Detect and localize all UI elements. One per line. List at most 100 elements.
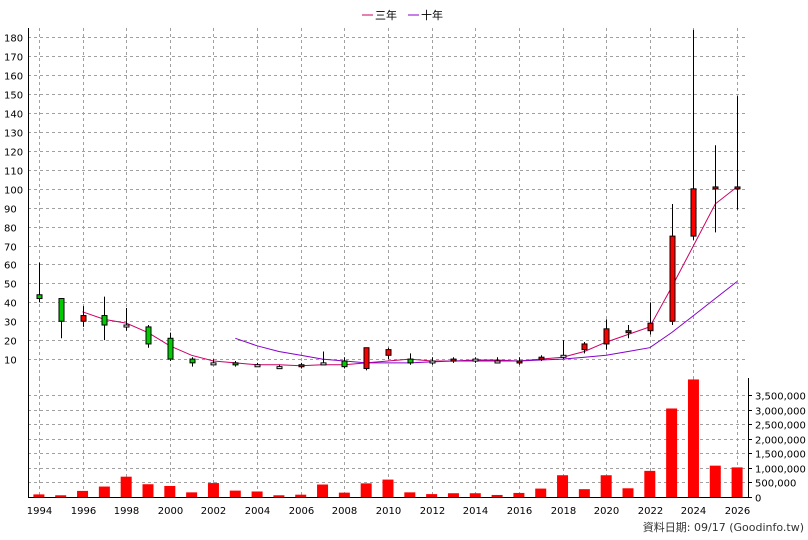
candle-body: [603, 328, 610, 345]
volume-tick-label: 3,000,000: [755, 407, 806, 418]
price-tick-label: 10: [4, 356, 17, 367]
volume-bar: [142, 484, 154, 497]
volume-bar: [251, 491, 263, 497]
candle-body: [538, 356, 545, 360]
volume-bar: [404, 492, 416, 497]
candle-body: [690, 188, 697, 237]
volume-bar: [535, 488, 547, 497]
x-tick-label: 2012: [420, 506, 445, 517]
candle-body: [385, 349, 392, 356]
volume-bar: [295, 494, 307, 497]
x-tick-label: 2022: [638, 506, 663, 517]
volume-bar: [426, 494, 438, 497]
price-tick-label: 170: [4, 53, 23, 64]
candle-body: [36, 294, 43, 300]
volume-tick-label: 3,500,000: [755, 392, 806, 403]
x-tick-label: 2018: [551, 506, 576, 517]
candle-body: [363, 347, 370, 370]
volume-bar: [229, 490, 241, 497]
x-tick-label: 2014: [463, 506, 488, 517]
volume-bar: [382, 479, 394, 497]
price-tick-label: 80: [4, 224, 17, 235]
candle-body: [429, 360, 436, 364]
volume-tick-label: 1,500,000: [755, 450, 806, 461]
price-tick-label: 100: [4, 186, 23, 197]
price-tick-label: 40: [4, 299, 17, 310]
legend-label-10yr: 十年: [421, 8, 443, 22]
volume-bar: [491, 494, 503, 497]
volume-bar: [600, 475, 612, 497]
volume-bar: [207, 483, 219, 497]
candle-body: [407, 358, 414, 364]
candle-body: [669, 235, 676, 322]
volume-bar: [622, 488, 634, 497]
candle-body: [320, 362, 327, 366]
price-tick-label: 120: [4, 148, 23, 159]
volume-bar: [33, 494, 45, 497]
candlesticks: [36, 29, 741, 371]
price-tick-label: 140: [4, 110, 23, 121]
x-axis: 1994 1996 1998 2000 2002 2004 2006 2008 2010 2012…: [27, 506, 750, 517]
x-tick-label: 2024: [681, 506, 706, 517]
price-tick-label: 130: [4, 129, 23, 140]
candle-body: [276, 366, 283, 370]
volume-bar: [447, 493, 459, 497]
price-tick-label: 70: [4, 243, 17, 254]
x-tick-label: 2008: [332, 506, 357, 517]
chart-frame: [28, 28, 749, 498]
candle-body: [494, 360, 501, 364]
candle-body: [472, 358, 479, 362]
volume-bar: [644, 470, 656, 497]
legend-label-3yr: 三年: [375, 8, 397, 22]
price-tick-label: 50: [4, 280, 17, 291]
price-y-axis: 10 20 30 40 50 60 70 80 90 100 110 120 130 140 150 160 1…: [4, 34, 23, 367]
price-tick-label: 20: [4, 337, 17, 348]
candle-body: [647, 322, 654, 332]
volume-bar: [709, 465, 721, 497]
volume-bar: [338, 492, 350, 497]
candle-body: [189, 358, 196, 364]
volume-tick-label: 1,000,000: [755, 465, 806, 476]
candle-body: [450, 358, 457, 362]
candle-body: [712, 186, 719, 190]
price-tick-label: 160: [4, 72, 23, 83]
candle-body: [58, 298, 65, 322]
candle-body: [145, 326, 152, 345]
volume-bar: [186, 492, 198, 497]
volume-bar: [77, 490, 89, 497]
candle-body: [581, 343, 588, 351]
x-tick-label: 2004: [245, 506, 270, 517]
x-tick-label: 2006: [289, 506, 314, 517]
x-tick-label: 2002: [201, 506, 226, 517]
volume-tick-label: 2,000,000: [755, 436, 806, 447]
volume-bar: [731, 467, 743, 497]
x-tick-label: 2016: [507, 506, 532, 517]
volume-bar: [513, 492, 525, 497]
volume-bar: [469, 493, 481, 497]
volume-bar: [98, 486, 110, 497]
price-tick-label: 90: [4, 205, 17, 216]
candle-body: [341, 360, 348, 368]
volume-bars: [33, 379, 743, 497]
candle-body: [232, 362, 239, 366]
volume-bar: [557, 475, 569, 497]
volume-tick-label: 2,500,000: [755, 421, 806, 432]
x-tick-label: 1996: [71, 506, 96, 517]
volume-bar: [666, 408, 678, 497]
x-tick-label: 2010: [376, 506, 401, 517]
candle-body: [123, 324, 130, 328]
volume-bar: [273, 495, 285, 497]
candle-body: [734, 186, 741, 190]
x-tick-label: 2026: [725, 506, 750, 517]
volume-bar: [120, 476, 132, 497]
x-tick-label: 2000: [158, 506, 183, 517]
x-tick-label: 1994: [27, 506, 52, 517]
ma-10yr-line: [235, 281, 738, 364]
volume-y-axis: 0 500,000 1,000,000 1,500,000 2,000,000 2,500…: [748, 392, 806, 505]
volume-tick-label: 0: [755, 494, 761, 505]
volume-tick-label: 500,000: [755, 479, 796, 490]
candle-body: [560, 354, 567, 358]
legend: 三年 十年: [362, 8, 443, 22]
